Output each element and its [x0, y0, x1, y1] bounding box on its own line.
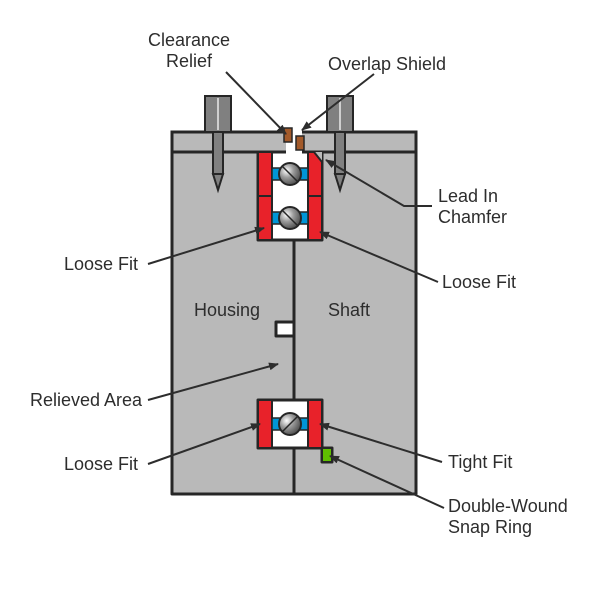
label-relieved-area: Relieved Area [30, 390, 142, 411]
label-loose-fit-ll: Loose Fit [64, 454, 138, 475]
label-snap-ring: Double-WoundSnap Ring [448, 496, 568, 537]
label-clearance-relief: ClearanceRelief [148, 30, 230, 71]
label-shaft: Shaft [328, 300, 370, 321]
lower-bearing [258, 400, 322, 448]
upper-bearing-stack [258, 152, 322, 240]
label-loose-fit-ul: Loose Fit [64, 254, 138, 275]
snap-ring [322, 448, 332, 462]
label-housing: Housing [194, 300, 260, 321]
label-overlap-shield: Overlap Shield [328, 54, 446, 75]
label-tight-fit: Tight Fit [448, 452, 512, 473]
label-loose-fit-ur: Loose Fit [442, 272, 516, 293]
label-lead-in-chamfer: Lead InChamfer [438, 186, 507, 227]
